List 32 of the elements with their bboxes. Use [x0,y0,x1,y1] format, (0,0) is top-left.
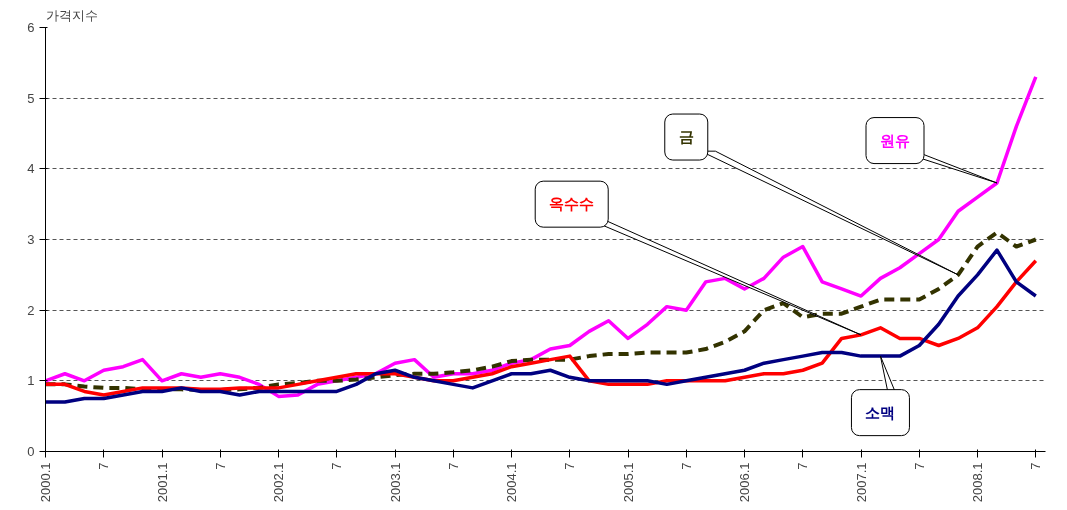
x-tick-label: 2006.1 [737,462,753,503]
x-tick-label: 7 [678,462,694,470]
x-tick-label: 2005.1 [620,462,636,503]
y-tick-label: 3 [27,232,35,247]
x-tick-label: 2004.1 [504,462,520,503]
y-tick-label: 6 [27,20,35,35]
y-tick-label: 1 [27,373,35,389]
text: 원유 [880,131,911,150]
text: 소맥 [865,403,896,422]
x-tick-label: 2008.1 [970,462,986,503]
y-tick-label: 2 [27,302,35,318]
x-tick-label: 7 [329,462,345,470]
x-tick-label: 7 [911,462,927,470]
y-axis-title: 가격지수 [45,7,98,23]
x-tick-label: 2003.1 [387,462,403,503]
x-tick-label: 7 [96,462,112,470]
line-series [45,75,1038,399]
x-tick-label: 7 [1028,462,1044,470]
x-tick-label: 7 [445,462,461,470]
y-tick-label: 5 [27,90,35,106]
y-tick-label: 4 [27,161,35,177]
text: 금 [678,128,694,147]
x-tick-label: 7 [212,462,228,470]
line-series [45,230,1038,393]
x-tick-label: 2007.1 [853,462,869,503]
text: 옥수수 [549,195,595,214]
x-tick-label: 2001.1 [154,462,170,503]
x-tick-label: 2002.1 [271,462,287,503]
y-tick-label: 0 [27,444,35,459]
x-tick-label: 7 [562,462,578,470]
x-tick-label: 2000.1 [38,462,53,503]
x-tick-label: 7 [795,462,811,470]
